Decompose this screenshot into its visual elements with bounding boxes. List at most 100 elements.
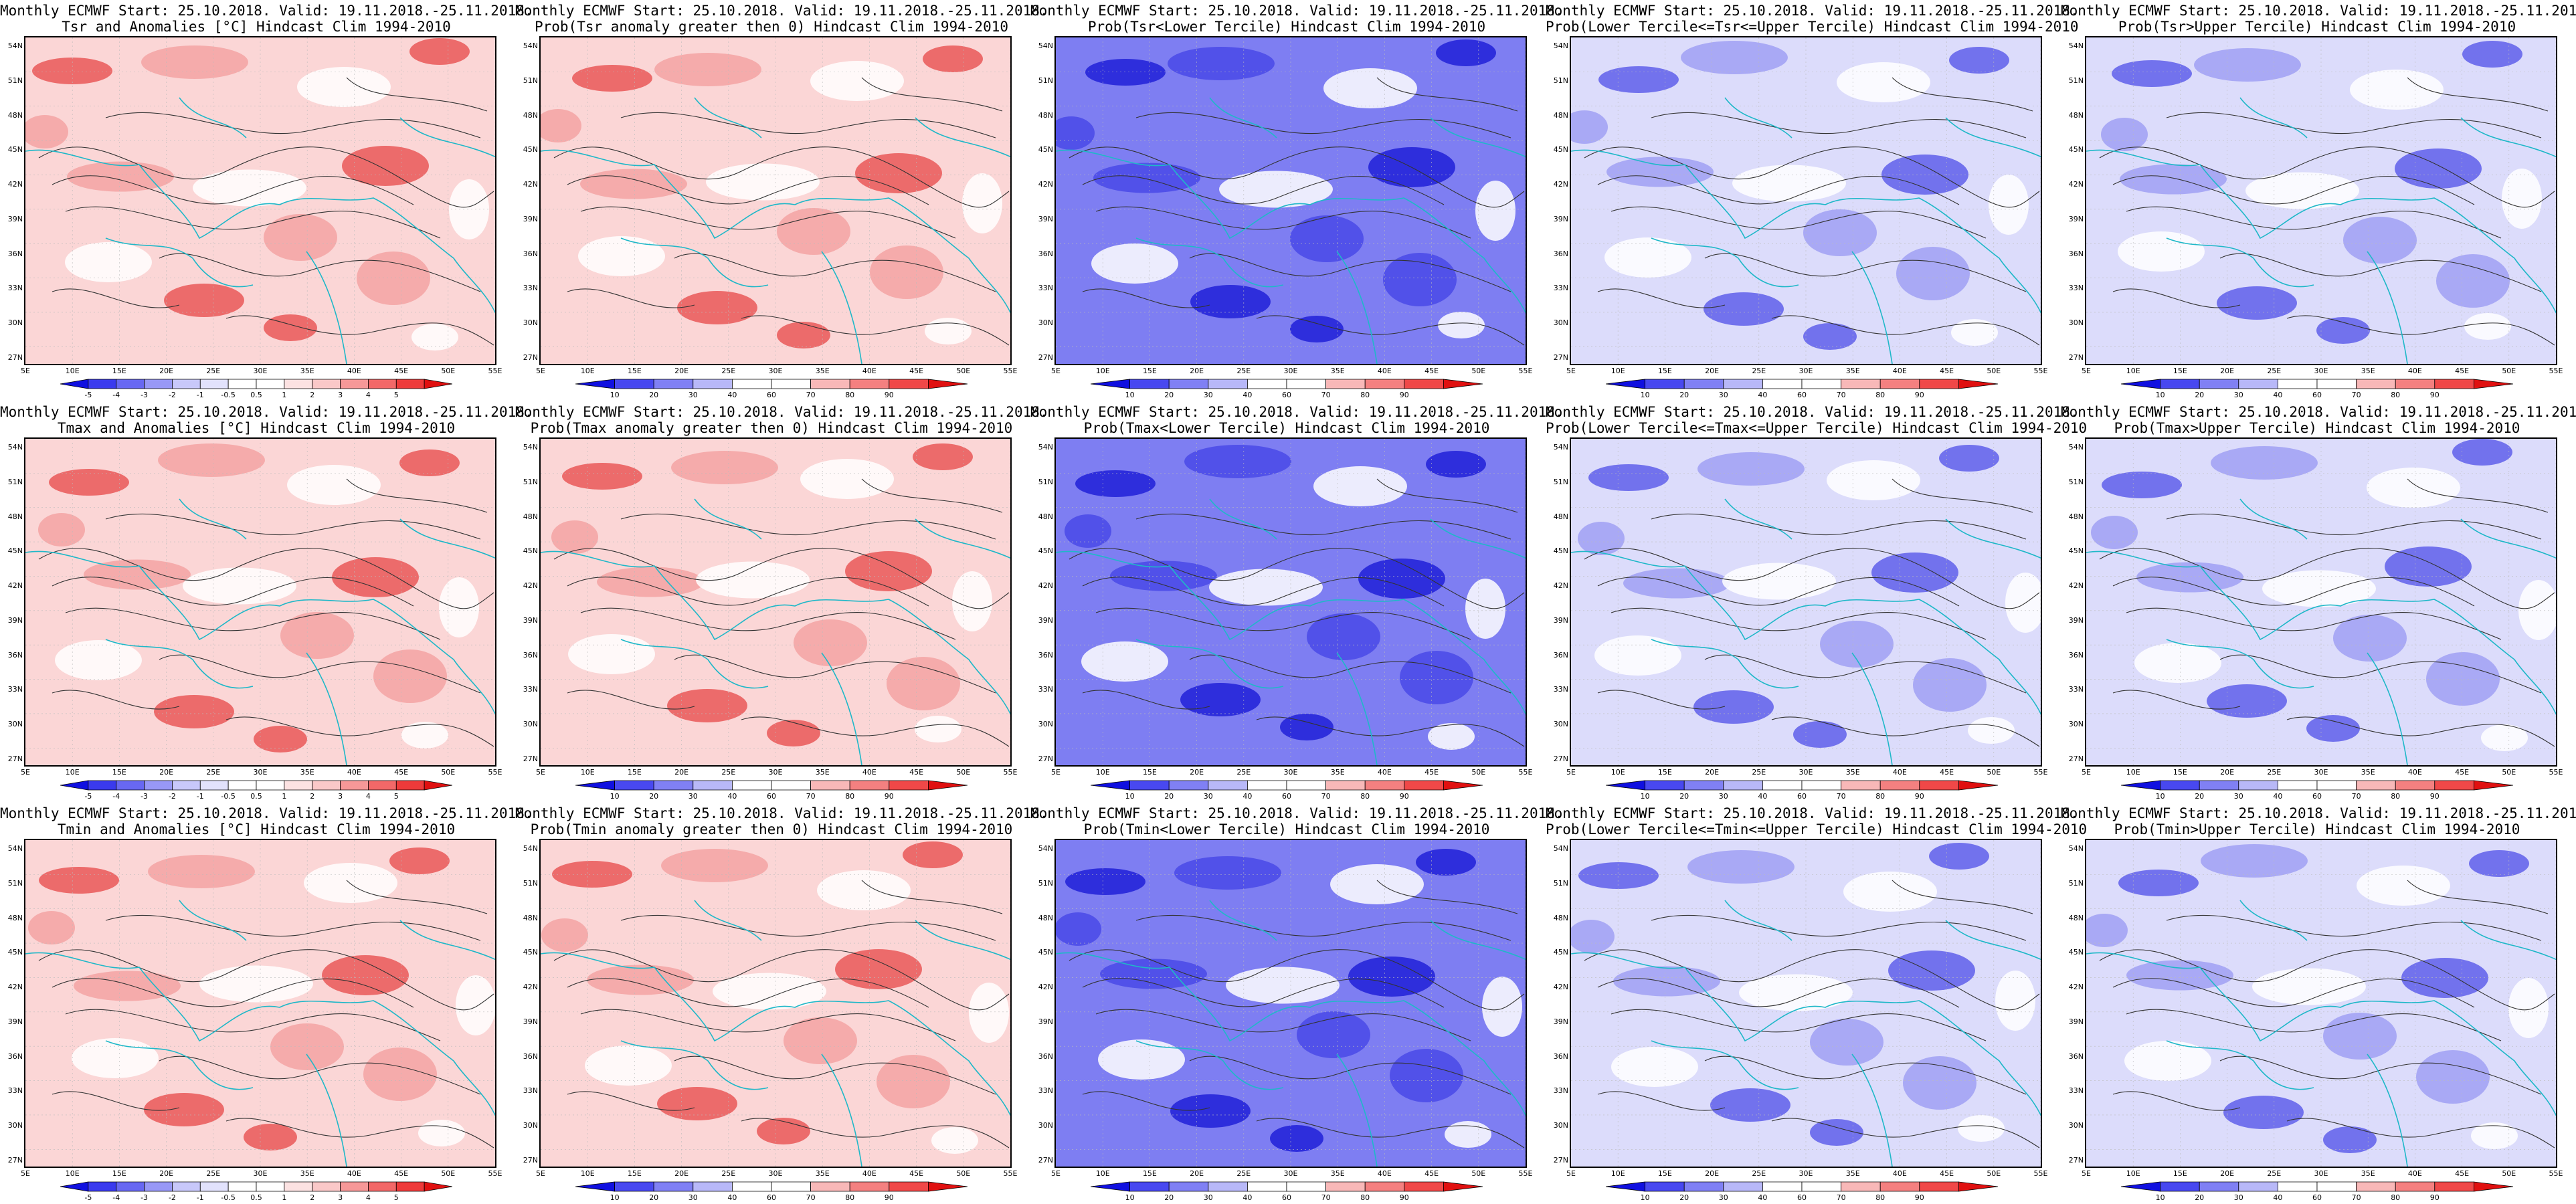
colorbar-segment xyxy=(199,379,229,389)
colorbar-tick-label: -1 xyxy=(196,1193,204,1202)
colorbar-tick-label: -4 xyxy=(112,1193,120,1202)
lat-tick-label: 42N xyxy=(7,983,23,992)
colorbar-segment xyxy=(693,1181,733,1192)
lat-tick-label: 54N xyxy=(1553,443,1568,452)
lon-tick-label: 10E xyxy=(1611,367,1625,375)
lon-tick-label: 40E xyxy=(2407,1169,2422,1178)
colorbar-segment xyxy=(2199,780,2239,791)
colorbar-segment xyxy=(1168,379,1209,389)
lat-tick-label: 36N xyxy=(7,1051,23,1061)
colorbar xyxy=(2121,1181,2513,1192)
lat-tick-label: 36N xyxy=(2068,1051,2084,1061)
colorbar-tick-label: -4 xyxy=(112,391,120,399)
lat-tick-label: 48N xyxy=(1553,913,1568,922)
colorbar-segment xyxy=(1091,780,1130,791)
colorbar-tick-label: 30 xyxy=(688,1193,698,1202)
colorbar-segment xyxy=(256,379,285,389)
colorbar-tick-label: 30 xyxy=(1718,1193,1728,1202)
colorbar-segment xyxy=(2238,1181,2278,1192)
colorbar-segment xyxy=(1606,379,1645,389)
lon-tick-label: 5E xyxy=(2082,768,2091,777)
colorbar-segment xyxy=(1606,1181,1645,1192)
lon-tick-label: 15E xyxy=(627,768,642,777)
lon-tick-label: 25E xyxy=(721,768,736,777)
lon-tick-label: 45E xyxy=(2455,367,2470,375)
colorbar-segment xyxy=(1762,780,1803,791)
colorbar-tick-label: 10 xyxy=(2155,1193,2165,1202)
colorbar-tick-label: 80 xyxy=(845,1193,855,1202)
lat-tick-label: 33N xyxy=(523,1086,538,1096)
colorbar xyxy=(575,780,968,791)
colorbar-tick-label: 80 xyxy=(845,792,855,801)
colorbar-segment xyxy=(1762,1181,1803,1192)
colorbar-segment xyxy=(368,1181,397,1192)
lat-tick-label: 27N xyxy=(7,353,23,362)
lon-tick-label: 40E xyxy=(1377,768,1392,777)
lat-tick-label: 45N xyxy=(7,546,23,556)
lon-tick-label: 35E xyxy=(1845,367,1860,375)
colorbar xyxy=(1091,780,1483,791)
colorbar-tick-label: 90 xyxy=(884,792,894,801)
colorbar-tick-label: 30 xyxy=(1203,792,1213,801)
lon-tick-label: 25E xyxy=(206,768,221,777)
lon-tick-label: 15E xyxy=(627,1169,642,1178)
forecast-map-svg xyxy=(1056,840,1526,1167)
colorbar-tick-label: 70 xyxy=(1836,1193,1846,1202)
lat-tick-label: 27N xyxy=(523,1156,538,1165)
lon-tick-label: 5E xyxy=(1566,768,1576,777)
lat-tick-label: 27N xyxy=(523,755,538,763)
panel-header: Monthly ECMWF Start: 25.10.2018. Valid: … xyxy=(1030,3,1564,19)
lat-tick-label: 51N xyxy=(7,477,23,486)
colorbar-segment xyxy=(1208,379,1248,389)
colorbar-tick-label: 0.5 xyxy=(250,391,262,399)
lat-tick-label: 42N xyxy=(1553,180,1568,189)
colorbar-segment xyxy=(2238,780,2278,791)
colorbar-tick-label: 40 xyxy=(1243,391,1253,399)
lat-tick-label: 33N xyxy=(7,284,23,293)
lon-tick-label: 45E xyxy=(394,1169,409,1178)
colorbar-segment xyxy=(144,379,173,389)
colorbar-tick-label: 60 xyxy=(767,391,776,399)
colorbar-tick-label: 60 xyxy=(1282,391,1291,399)
colorbar-segment xyxy=(1443,780,1483,791)
colorbar-tick-label: 10 xyxy=(1125,391,1135,399)
colorbar-segment xyxy=(340,780,369,791)
colorbar-tick-label: 70 xyxy=(1836,792,1846,801)
lon-tick-label: 55E xyxy=(2033,1169,2048,1178)
colorbar-segment xyxy=(60,1181,89,1192)
lon-tick-label: 30E xyxy=(1799,367,1813,375)
colorbar-segment xyxy=(1879,780,1920,791)
lat-tick-label: 39N xyxy=(1038,1017,1053,1026)
lon-tick-label: 20E xyxy=(1705,1169,1720,1178)
lon-tick-label: 20E xyxy=(1705,768,1720,777)
forecast-map-svg xyxy=(2086,37,2556,364)
colorbar-segment xyxy=(116,379,145,389)
lat-tick-label: 30N xyxy=(7,720,23,729)
colorbar-tick-label: 4 xyxy=(365,391,371,399)
forecast-map xyxy=(539,36,1012,365)
colorbar-tick-label: 10 xyxy=(2155,391,2165,399)
lat-tick-label: 54N xyxy=(2068,844,2084,853)
colorbar-segment xyxy=(1168,1181,1209,1192)
panel-title: Prob(Tmin>Upper Tercile) Hindcast Clim 1… xyxy=(2114,821,2520,837)
panel-title: Prob(Tsr anomaly greater then 0) Hindcas… xyxy=(534,19,1008,35)
colorbar-segment xyxy=(1364,780,1405,791)
map-panel: Monthly ECMWF Start: 25.10.2018. Valid: … xyxy=(1546,803,2087,1204)
colorbar-tick-label: 80 xyxy=(1360,792,1370,801)
colorbar-tick-label: 70 xyxy=(806,792,816,801)
colorbar-tick-label: 90 xyxy=(1914,1193,1924,1202)
lat-tick-label: 39N xyxy=(1038,214,1053,223)
map-panel: Monthly ECMWF Start: 25.10.2018. Valid: … xyxy=(1546,401,2087,803)
lat-tick-label: 33N xyxy=(2068,685,2084,694)
colorbar-segment xyxy=(1091,1181,1130,1192)
panel-title: Prob(Tmax>Upper Tercile) Hindcast Clim 1… xyxy=(2114,420,2520,436)
colorbar-segment xyxy=(810,379,850,389)
lon-tick-label: 25E xyxy=(1752,367,1766,375)
lat-tick-label: 42N xyxy=(523,581,538,591)
lon-tick-label: 30E xyxy=(768,1169,783,1178)
lat-tick-label: 27N xyxy=(2068,353,2084,362)
colorbar-segment xyxy=(1208,780,1248,791)
colorbar-segment xyxy=(1683,1181,1724,1192)
lat-tick-label: 27N xyxy=(1038,1156,1053,1165)
map-panel: Monthly ECMWF Start: 25.10.2018. Valid: … xyxy=(2061,401,2576,803)
